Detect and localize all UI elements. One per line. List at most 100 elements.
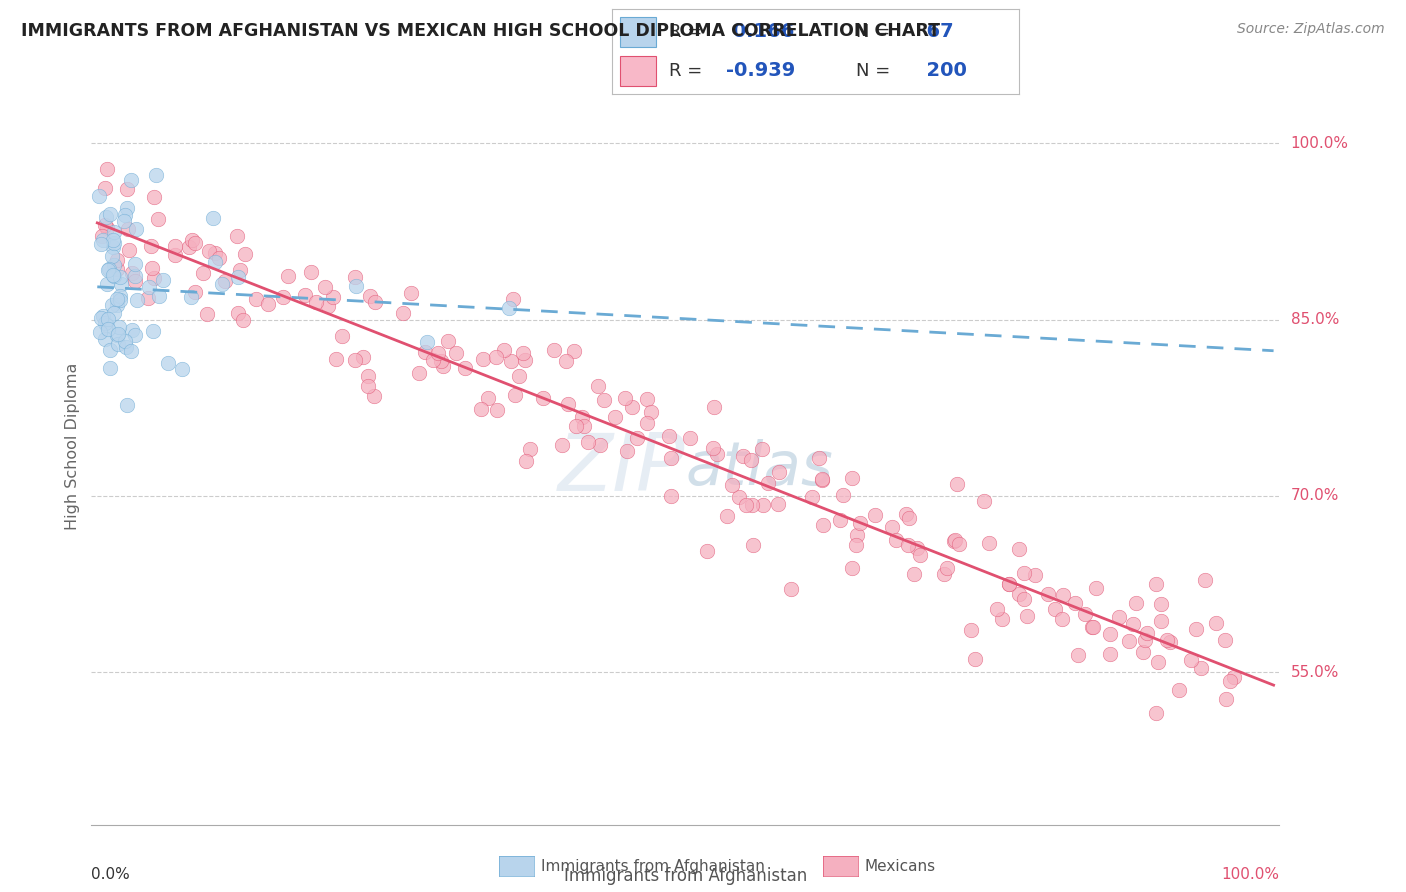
Point xyxy=(97,322,120,336)
Point xyxy=(1213,633,1236,648)
Text: 100.0%: 100.0% xyxy=(1291,136,1348,151)
Bar xyxy=(620,17,657,47)
Point xyxy=(90,237,112,252)
Point xyxy=(103,258,125,272)
Point xyxy=(807,451,830,466)
Point xyxy=(1008,541,1031,556)
Point xyxy=(1150,597,1173,611)
Point xyxy=(910,549,932,563)
Point xyxy=(721,477,744,491)
Point xyxy=(430,353,453,368)
Point xyxy=(616,444,638,458)
Point xyxy=(363,389,385,403)
Point xyxy=(146,212,169,227)
Point xyxy=(841,560,863,574)
Point xyxy=(1043,602,1066,616)
Point xyxy=(177,240,200,254)
Point xyxy=(228,263,250,277)
Point xyxy=(1074,607,1097,622)
Point xyxy=(741,498,763,512)
Point xyxy=(436,334,458,348)
Point xyxy=(103,240,125,254)
Point xyxy=(399,285,422,300)
Point xyxy=(120,172,142,186)
Point xyxy=(508,368,530,383)
Point xyxy=(408,367,430,381)
Point xyxy=(948,537,970,551)
Text: 55.0%: 55.0% xyxy=(1291,665,1339,680)
Point xyxy=(571,410,593,425)
Text: 85.0%: 85.0% xyxy=(1291,312,1339,327)
Point xyxy=(115,182,138,196)
Text: 0.166: 0.166 xyxy=(725,22,794,41)
Point xyxy=(1122,617,1144,632)
Point xyxy=(485,350,508,364)
Point xyxy=(1194,573,1216,587)
Point xyxy=(100,361,122,376)
Point xyxy=(620,400,643,414)
Point xyxy=(117,222,139,236)
Point xyxy=(124,328,146,343)
Point xyxy=(1083,620,1105,634)
Point xyxy=(108,320,131,334)
Point xyxy=(1081,620,1104,634)
Point xyxy=(531,391,554,405)
Point xyxy=(498,301,520,315)
Point xyxy=(768,497,790,511)
Point xyxy=(156,356,179,370)
Point xyxy=(845,528,868,542)
Point xyxy=(977,536,1000,550)
Text: Mexicans: Mexicans xyxy=(865,859,936,873)
Point xyxy=(1189,660,1212,674)
Point xyxy=(94,218,117,232)
Point xyxy=(97,312,120,326)
Point xyxy=(101,298,124,312)
Point xyxy=(415,335,437,350)
Point xyxy=(363,295,385,310)
Point xyxy=(228,270,250,285)
Point xyxy=(432,359,454,374)
Point xyxy=(96,277,118,291)
Point xyxy=(97,262,120,277)
Point xyxy=(90,311,112,326)
Point xyxy=(477,391,499,405)
Point xyxy=(352,350,374,364)
Point xyxy=(344,353,367,368)
Point xyxy=(184,285,207,299)
Point xyxy=(114,208,136,222)
Point xyxy=(519,442,541,456)
Point xyxy=(659,450,682,465)
Text: N =: N = xyxy=(856,62,890,79)
Point xyxy=(344,278,367,293)
Point xyxy=(512,346,534,360)
Point xyxy=(903,567,925,582)
Point xyxy=(115,398,138,412)
Point xyxy=(226,228,249,243)
Point xyxy=(589,438,612,452)
Point xyxy=(756,476,779,491)
Point xyxy=(121,322,143,336)
Point xyxy=(562,343,585,358)
Point xyxy=(626,431,648,445)
Point xyxy=(494,343,516,357)
Point xyxy=(195,307,218,321)
Point xyxy=(998,577,1021,591)
Point xyxy=(1099,647,1122,661)
Point xyxy=(180,233,202,247)
Point xyxy=(1012,591,1035,606)
Point xyxy=(124,274,146,288)
Point xyxy=(138,280,160,294)
Point xyxy=(897,538,920,552)
Text: 67: 67 xyxy=(914,22,953,41)
Point xyxy=(139,239,162,253)
Point xyxy=(905,541,928,556)
Point xyxy=(1125,596,1147,610)
Text: IMMIGRANTS FROM AFGHANISTAN VS MEXICAN HIGH SCHOOL DIPLOMA CORRELATION CHART: IMMIGRANTS FROM AFGHANISTAN VS MEXICAN H… xyxy=(21,22,941,40)
Point xyxy=(184,235,207,250)
Point xyxy=(344,269,367,284)
Point xyxy=(965,652,987,666)
Point xyxy=(658,429,681,443)
Point xyxy=(454,360,477,375)
Text: ZIP: ZIP xyxy=(558,430,685,508)
Point xyxy=(152,272,174,286)
